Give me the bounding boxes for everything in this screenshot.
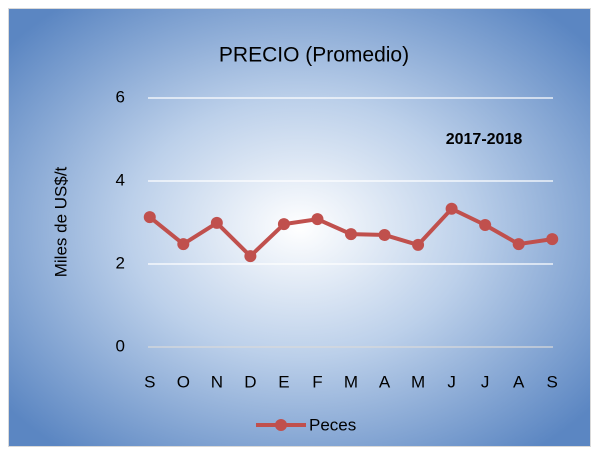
x-tick-label: E (278, 372, 289, 391)
data-point (378, 228, 391, 241)
data-point (244, 250, 257, 263)
x-tick-label: S (547, 372, 558, 391)
x-tick-label: M (411, 372, 425, 391)
data-point (177, 238, 190, 251)
x-tick-label: D (244, 372, 256, 391)
chart-background (8, 8, 591, 447)
x-tick-label: A (379, 372, 391, 391)
annotation: 2017-2018 (446, 131, 523, 148)
x-tick-label: O (177, 372, 190, 391)
data-point (345, 228, 357, 241)
legend-label: Peces (309, 415, 356, 434)
x-tick-label: N (211, 372, 223, 391)
data-point (210, 216, 223, 229)
y-axis-label: Miles de US$/t (51, 166, 70, 277)
data-point (445, 202, 458, 215)
x-tick-label: J (481, 372, 490, 391)
data-point (546, 233, 559, 246)
data-point (143, 211, 156, 224)
chart-title: PRECIO (Promedio) (219, 44, 409, 67)
x-tick-label: J (447, 372, 456, 391)
x-tick-label: A (513, 372, 525, 391)
data-point (311, 213, 324, 226)
y-tick-label: 2 (116, 253, 125, 272)
legend-marker (275, 419, 287, 431)
y-tick-label: 0 (116, 336, 125, 355)
x-tick-label: S (144, 372, 155, 391)
data-point (512, 238, 525, 251)
x-tick-label: M (344, 372, 358, 391)
x-tick-label: F (312, 372, 322, 391)
y-tick-label: 4 (116, 170, 125, 189)
data-point (479, 218, 492, 231)
data-point (277, 218, 290, 231)
y-tick-label: 6 (116, 87, 125, 106)
data-point (412, 238, 425, 251)
